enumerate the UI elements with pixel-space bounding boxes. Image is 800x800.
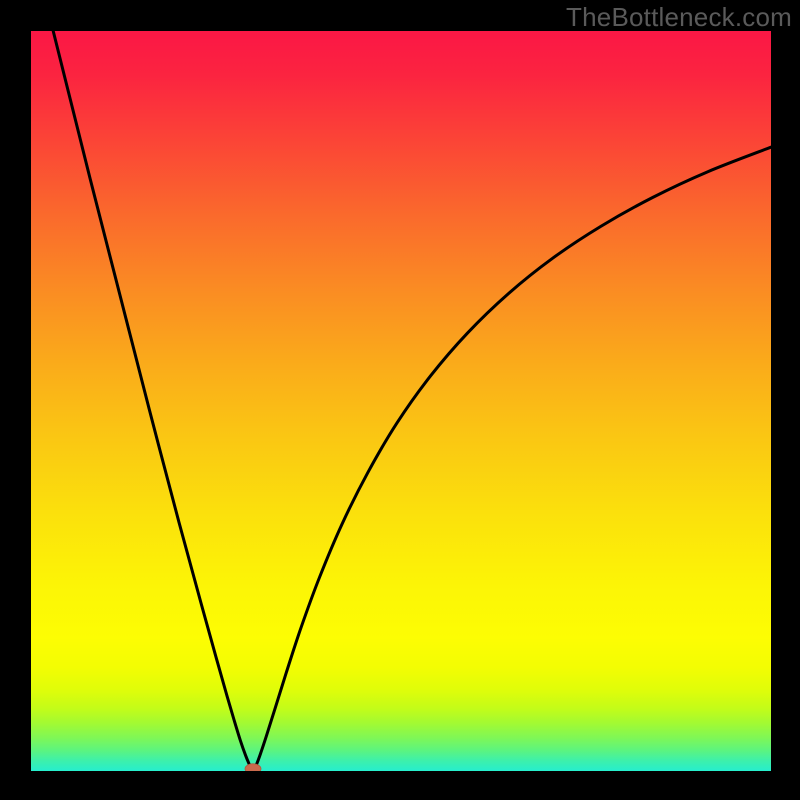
optimum-marker	[245, 764, 261, 771]
chart-container: { "watermark": { "text": "TheBottleneck.…	[0, 0, 800, 800]
heat-gradient-background	[31, 31, 771, 771]
watermark-text: TheBottleneck.com	[566, 2, 792, 33]
bottleneck-chart	[31, 31, 771, 771]
